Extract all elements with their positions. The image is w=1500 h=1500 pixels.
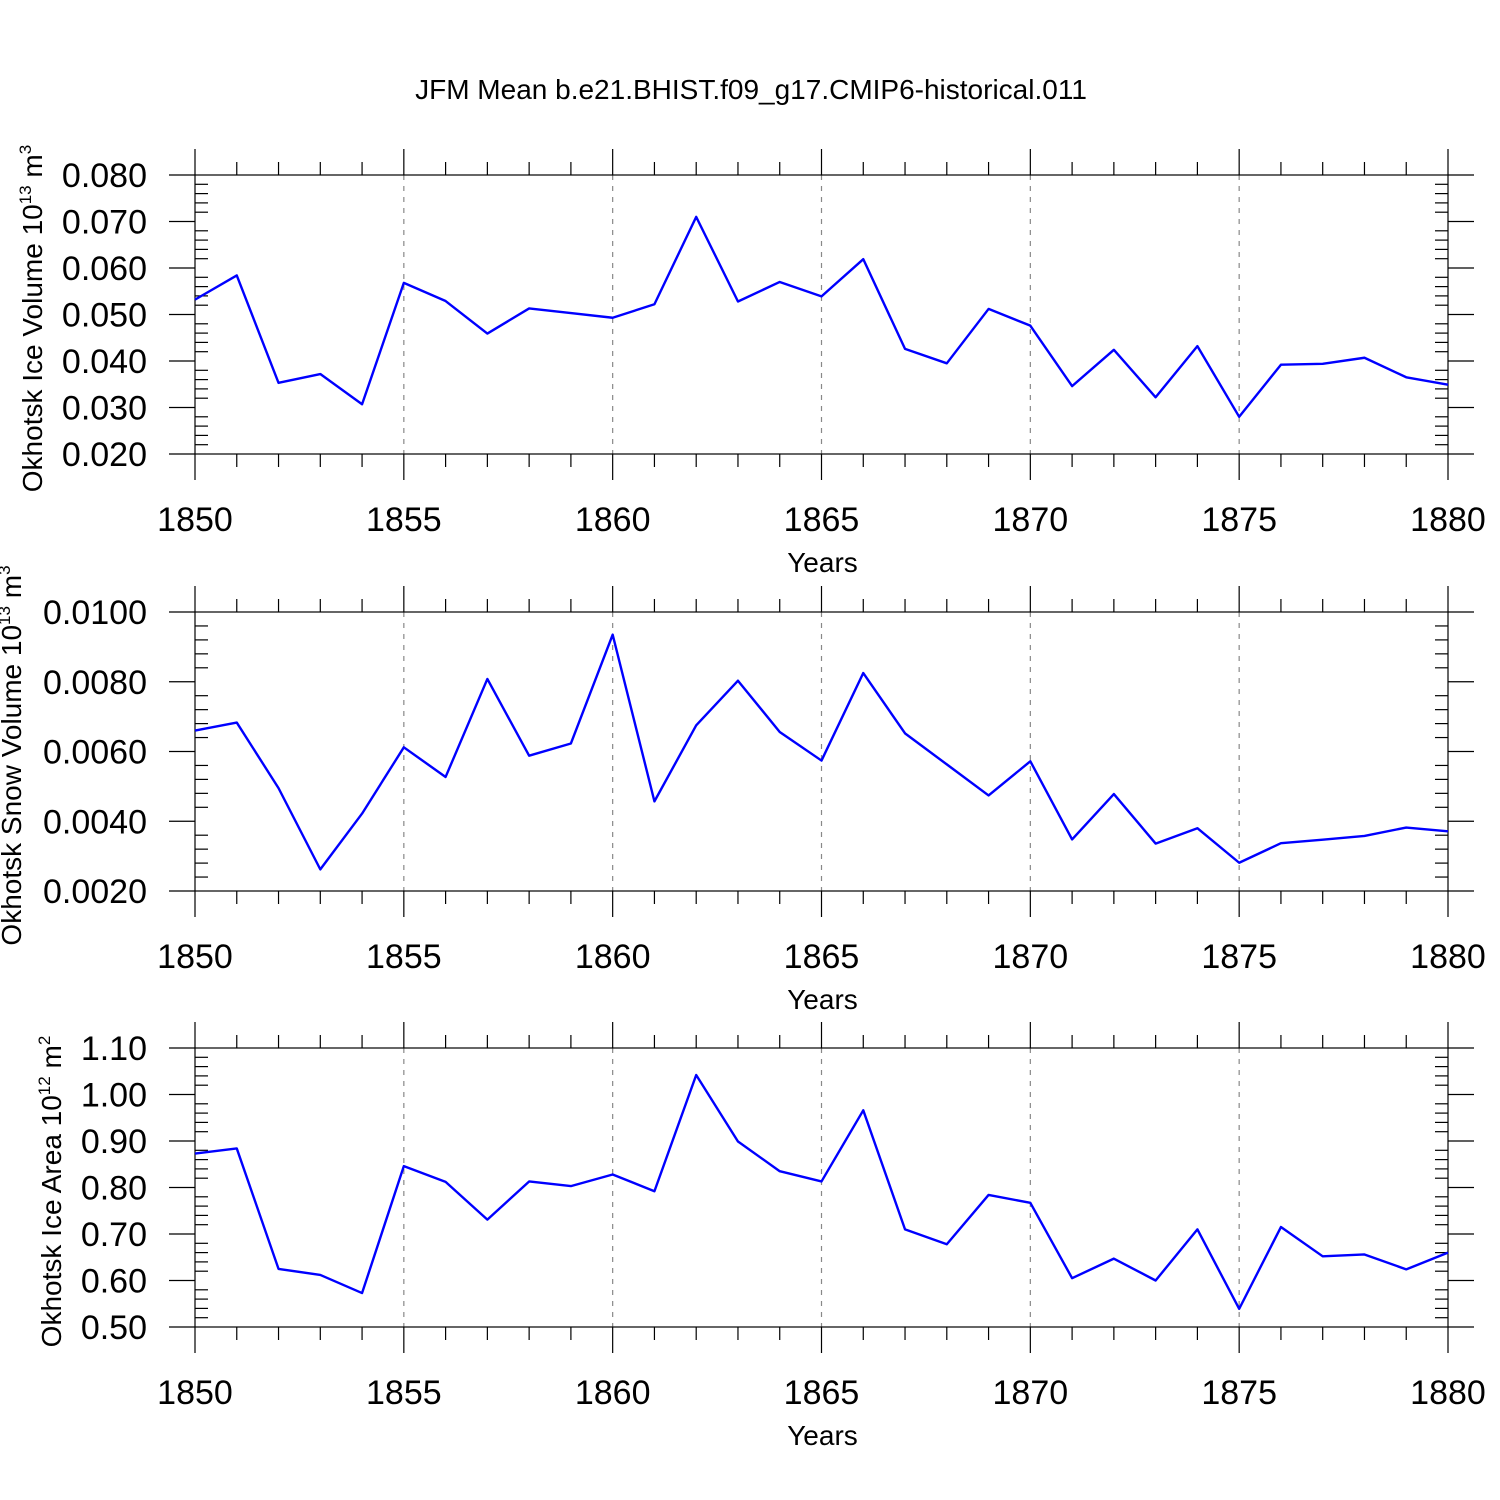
- x-tick-label: 1875: [1201, 501, 1277, 539]
- y-axis-title-superscript: 3: [16, 145, 35, 154]
- y-axis-title-superscript: 3: [0, 565, 14, 574]
- y-tick-label: 0.0060: [43, 734, 147, 772]
- y-tick-label: 0.070: [62, 204, 147, 242]
- y-tick-label: 0.70: [81, 1216, 147, 1254]
- x-tick-label: 1850: [157, 938, 233, 976]
- x-tick-label: 1870: [993, 938, 1069, 976]
- chart-panel-3: 0.50 0.60 0.70 0.80 0.90 1.00 1.10 1850 1855 1860…: [35, 1022, 1486, 1451]
- y-tick-label: 1.00: [81, 1077, 147, 1115]
- x-tick-label: 1865: [784, 938, 860, 976]
- y-tick-label: 0.020: [62, 436, 147, 474]
- x-axis-title: Years: [787, 547, 858, 578]
- x-tick-label: 1855: [366, 501, 442, 539]
- y-tick-label: 0.80: [81, 1170, 147, 1208]
- y-axis-title: Okhotsk Ice Area 1012 m2: [35, 1036, 67, 1348]
- y-tick-label: 0.050: [62, 297, 147, 335]
- chart-panel-1: 0.020 0.030 0.040 0.050 0.060 0.070 0.080 1850 1…: [16, 145, 1486, 578]
- y-tick-label: 0.90: [81, 1123, 147, 1161]
- y-tick-label: 1.10: [81, 1030, 147, 1068]
- plot-frame: [194, 611, 1449, 892]
- x-tick-label: 1860: [575, 938, 651, 976]
- y-tick-label: 0.0020: [43, 873, 147, 911]
- y-axis-title-superscript: 2: [35, 1036, 54, 1045]
- x-tick-label: 1870: [993, 501, 1069, 539]
- x-tick-label: 1860: [575, 501, 651, 539]
- x-tick-label: 1875: [1201, 1374, 1277, 1412]
- y-axis-title-part: Okhotsk Ice Area 10: [36, 1095, 67, 1347]
- x-axis-title: Years: [787, 984, 858, 1015]
- y-tick-label: 0.060: [62, 250, 147, 288]
- x-tick-label: 1865: [784, 501, 860, 539]
- x-tick-label: 1875: [1201, 938, 1277, 976]
- plot-frame: [194, 1047, 1449, 1328]
- y-axis-title-superscript: 13: [16, 185, 35, 204]
- y-axis-title: Okhotsk Snow Volume 1013 m3: [0, 565, 27, 945]
- figure-title: JFM Mean b.e21.BHIST.f09_g17.CMIP6-histo…: [415, 74, 1087, 105]
- y-tick-label: 0.080: [62, 157, 147, 195]
- y-tick-label: 0.030: [62, 390, 147, 428]
- y-tick-label: 0.60: [81, 1263, 147, 1301]
- plot-frame: [194, 174, 1449, 455]
- x-axis-title: Years: [787, 1420, 858, 1451]
- y-axis-title-superscript: 12: [35, 1076, 54, 1095]
- x-tick-label: 1855: [366, 938, 442, 976]
- y-axis-title-part: m: [36, 1045, 67, 1076]
- x-tick-label: 1870: [993, 1374, 1069, 1412]
- y-axis-title-part: m: [17, 154, 48, 185]
- y-tick-label: 0.040: [62, 343, 147, 381]
- y-axis-title-superscript: 13: [0, 606, 14, 625]
- y-axis-title: Okhotsk Ice Volume 1013 m3: [16, 145, 48, 492]
- x-tick-label: 1880: [1410, 501, 1486, 539]
- y-tick-label: 0.0040: [43, 803, 147, 841]
- chart-panel-2: 0.0020 0.0040 0.0060 0.0080 0.0100 1850 1855 18…: [0, 565, 1486, 1015]
- y-tick-label: 0.0100: [43, 594, 147, 632]
- y-tick-label: 0.0080: [43, 664, 147, 702]
- x-tick-label: 1880: [1410, 1374, 1486, 1412]
- y-axis-title-part: Okhotsk Ice Volume 10: [17, 204, 48, 492]
- x-tick-label: 1850: [157, 1374, 233, 1412]
- panels: 0.020 0.030 0.040 0.050 0.060 0.070 0.080 1850 1…: [0, 145, 1486, 1451]
- y-tick-label: 0.50: [81, 1309, 147, 1347]
- x-tick-label: 1855: [366, 1374, 442, 1412]
- x-tick-label: 1880: [1410, 938, 1486, 976]
- x-tick-label: 1860: [575, 1374, 651, 1412]
- x-tick-label: 1850: [157, 501, 233, 539]
- y-axis-title-part: Okhotsk Snow Volume 10: [0, 625, 27, 946]
- y-axis-title-part: m: [0, 575, 27, 606]
- x-tick-label: 1865: [784, 1374, 860, 1412]
